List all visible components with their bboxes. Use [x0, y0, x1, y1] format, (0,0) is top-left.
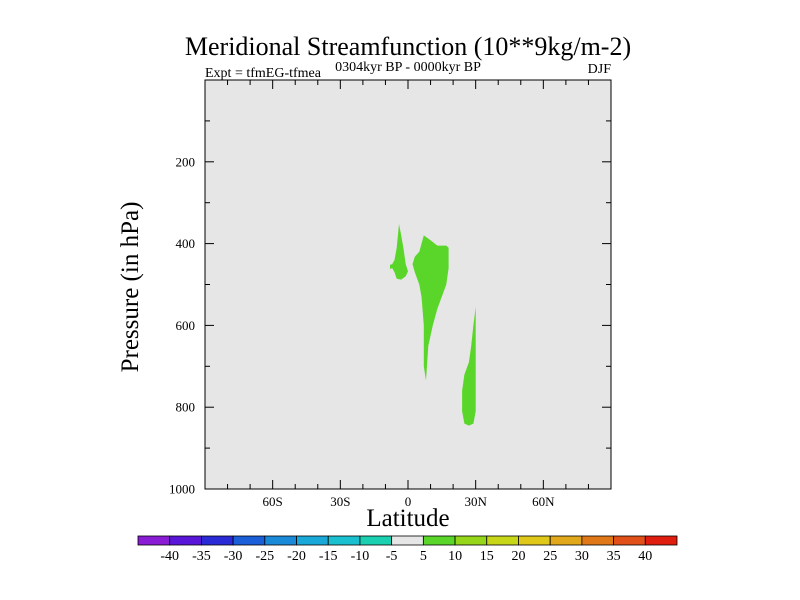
colorbar-label: -15 — [319, 549, 338, 564]
colorbar-label: -25 — [255, 549, 274, 564]
colorbar-swatch — [296, 535, 329, 546]
colorbar-label: 10 — [448, 549, 462, 564]
contour-region-3 — [462, 307, 476, 426]
colorbar-label: -20 — [287, 549, 306, 564]
x-tick-label: 0 — [405, 494, 412, 509]
chart-subtitle: 0304kyr BP - 0000kyr BP — [335, 60, 481, 75]
colorbar-label: 20 — [512, 549, 526, 564]
colorbar-labels: -40 -35 -30 -25 -20 -15 -10 -5 5 10 15 20 25 30 35 40 — [160, 549, 652, 564]
colorbar-swatch — [454, 535, 488, 546]
colorbar-swatch — [137, 535, 171, 546]
contour-region-1 — [390, 224, 408, 280]
x-tick-label: 30S — [330, 494, 350, 509]
y-tick-label: 600 — [176, 318, 196, 333]
y-tick-label: 800 — [176, 400, 196, 415]
colorbar-swatch — [359, 535, 393, 546]
colorbar-swatch — [486, 535, 519, 546]
y-tick-label: 400 — [176, 236, 196, 251]
colorbar-label: 35 — [607, 549, 621, 564]
y-tick-label: 200 — [176, 154, 196, 169]
colorbar-swatch — [613, 535, 646, 546]
colorbar-swatch — [422, 535, 456, 546]
colorbar-swatch — [581, 535, 614, 546]
colorbar-swatch — [518, 535, 551, 546]
contour-region-2 — [412, 235, 449, 381]
axis-tick-labels: 60S 30S 0 30N 60N 200 400 600 800 1000 — [169, 154, 555, 509]
colorbar-label: 5 — [420, 549, 427, 564]
colorbar-label: -40 — [160, 549, 179, 564]
colorbar-swatch — [549, 535, 583, 546]
colorbar-label: 40 — [638, 549, 652, 564]
colorbar-label: 30 — [575, 549, 589, 564]
experiment-label: Expt = tfmEG-tfmea — [205, 66, 322, 81]
chart-title: Meridional Streamfunction (10**9kg/m-2) — [185, 32, 631, 61]
x-tick-label: 60N — [532, 494, 555, 509]
colorbar-label: -5 — [386, 549, 398, 564]
y-axis-label: Pressure (in hPa) — [117, 202, 144, 373]
y-tick-label: 1000 — [169, 482, 195, 497]
colorbar-swatch — [232, 535, 266, 546]
colorbar-label: 25 — [543, 549, 557, 564]
colorbar-label: -35 — [192, 549, 211, 564]
axis-ticks — [205, 80, 611, 490]
colorbar-swatch — [327, 535, 361, 546]
contour-fills — [390, 224, 476, 426]
colorbar-swatch — [201, 535, 234, 546]
x-axis-label: Latitude — [366, 505, 449, 532]
colorbar-swatch — [644, 535, 678, 546]
colorbar-label: 15 — [480, 549, 494, 564]
colorbar-swatch — [264, 535, 297, 546]
x-tick-label: 60S — [263, 494, 283, 509]
season-label: DJF — [588, 62, 612, 77]
colorbar-swatch — [391, 535, 424, 546]
colorbar-swatch — [169, 535, 202, 546]
colorbar — [137, 535, 678, 546]
plot-area — [205, 80, 611, 489]
colorbar-label: -30 — [224, 549, 243, 564]
colorbar-label: -10 — [351, 549, 370, 564]
x-tick-label: 30N — [464, 494, 487, 509]
